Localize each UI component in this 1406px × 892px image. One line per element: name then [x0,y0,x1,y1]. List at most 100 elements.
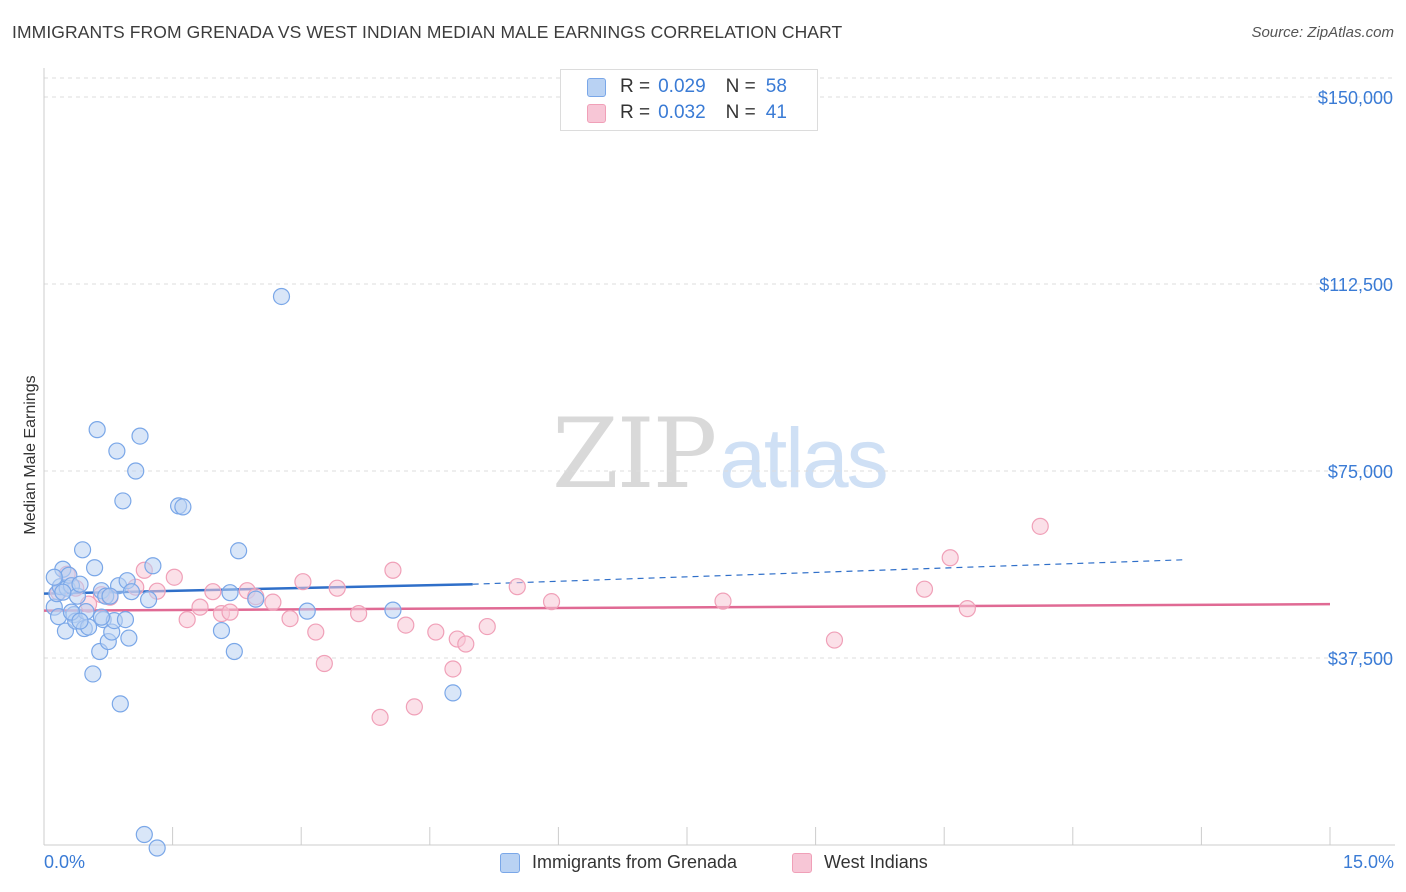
bottom-legend-label: West Indians [824,852,928,872]
legend-swatch-blue [587,77,606,97]
point-west-indians [191,598,209,616]
legend-row-grenada: R = 0.029 N = 58 [587,75,787,99]
point-grenada [127,462,145,480]
point-west-indians [204,583,222,601]
gridlines [44,77,1395,659]
point-west-indians [178,611,196,629]
trend-line-grenada-projection [472,559,1185,585]
point-grenada [114,492,132,510]
point-west-indians [427,623,445,641]
point-west-indians [941,549,959,567]
point-grenada [45,568,63,586]
legend-n-value: 58 [765,76,787,97]
point-west-indians [825,631,844,649]
data-points [45,287,1049,857]
point-west-indians [508,578,526,596]
legend-n-value: 41 [765,102,787,123]
watermark: ZIPatlas [552,398,889,510]
point-west-indians [294,573,312,591]
watermark-zip: ZIP [552,398,717,510]
point-grenada [71,575,89,593]
point-west-indians [328,579,346,597]
y-axis-label: Median Male Earnings [22,375,39,534]
legend-r-label: R = [620,76,651,97]
point-west-indians [350,605,368,623]
point-grenada [247,590,265,608]
point-grenada [139,591,158,609]
y-tick-label: $75,000 [1328,462,1393,482]
point-grenada [54,583,72,601]
legend-r-value: 0.032 [658,102,706,123]
point-west-indians [444,660,462,678]
point-west-indians [478,617,496,636]
point-grenada [144,557,162,575]
point-grenada [85,559,104,577]
point-grenada [221,584,239,602]
point-west-indians [281,610,299,628]
point-grenada [88,421,106,439]
point-west-indians [1031,517,1049,535]
y-tick-label: $150,000 [1318,88,1393,108]
point-grenada [84,665,102,683]
point-west-indians [307,623,325,641]
point-grenada [174,498,192,516]
point-grenada [122,583,141,601]
point-grenada [101,587,119,605]
trend-lines [43,559,1331,612]
point-grenada [111,695,129,713]
legend-row-west-indians: R = 0.032 N = 41 [587,101,787,125]
bottom-legend-grenada: Immigrants from Grenada [500,852,737,873]
point-west-indians [405,698,423,716]
point-grenada [120,629,138,647]
point-grenada [298,602,316,620]
point-grenada [225,642,243,661]
point-west-indians [397,616,415,634]
watermark-atlas: atlas [719,411,888,505]
point-west-indians [165,568,183,586]
y-tick-label: $112,500 [1319,275,1393,295]
point-grenada [131,427,149,445]
point-grenada [384,601,402,619]
bottom-legend-swatch-blue [500,852,520,873]
point-west-indians [915,580,934,598]
legend-r-label: R = [620,102,651,123]
point-grenada [135,825,153,844]
legend-swatch-pink [587,103,606,123]
bottom-legend-west-indians: West Indians [792,852,928,873]
chart-title: IMMIGRANTS FROM GRENADA VS WEST INDIAN M… [12,22,843,42]
point-grenada [71,612,89,630]
legend-r-value: 0.029 [658,76,706,97]
point-grenada [230,542,248,560]
legend-n-label: N = [725,102,756,123]
point-grenada [73,541,92,559]
legend-n-label: N = [725,76,756,97]
y-tick-labels: $37,500 $75,000 $112,500 $150,000 [1318,88,1393,669]
point-west-indians [264,593,282,611]
point-west-indians [542,593,561,611]
y-tick-label: $37,500 [1328,649,1393,669]
point-west-indians [221,603,239,621]
x-axis-max-label: 15.0% [1342,852,1394,872]
point-grenada [444,684,462,702]
source-label: Source: ZipAtlas.com [1251,24,1394,41]
axes [43,68,1395,846]
bottom-legend-label: Immigrants from Grenada [532,852,738,872]
point-west-indians [958,600,976,618]
point-grenada [56,622,75,640]
point-west-indians [457,635,475,653]
point-west-indians [371,708,389,726]
point-west-indians [315,654,333,673]
correlation-legend: R = 0.029 N = 58 R = 0.032 N = 41 [560,69,818,131]
point-west-indians [714,592,732,610]
trend-line-west-indians [43,602,1331,612]
point-grenada [148,839,166,857]
point-grenada [92,608,111,626]
point-grenada [116,611,135,629]
point-grenada [212,621,231,640]
point-west-indians [384,561,402,579]
x-axis-min-label: 0.0% [44,852,86,872]
point-grenada [272,287,291,306]
bottom-legend-swatch-pink [792,852,812,873]
point-grenada [108,442,126,460]
